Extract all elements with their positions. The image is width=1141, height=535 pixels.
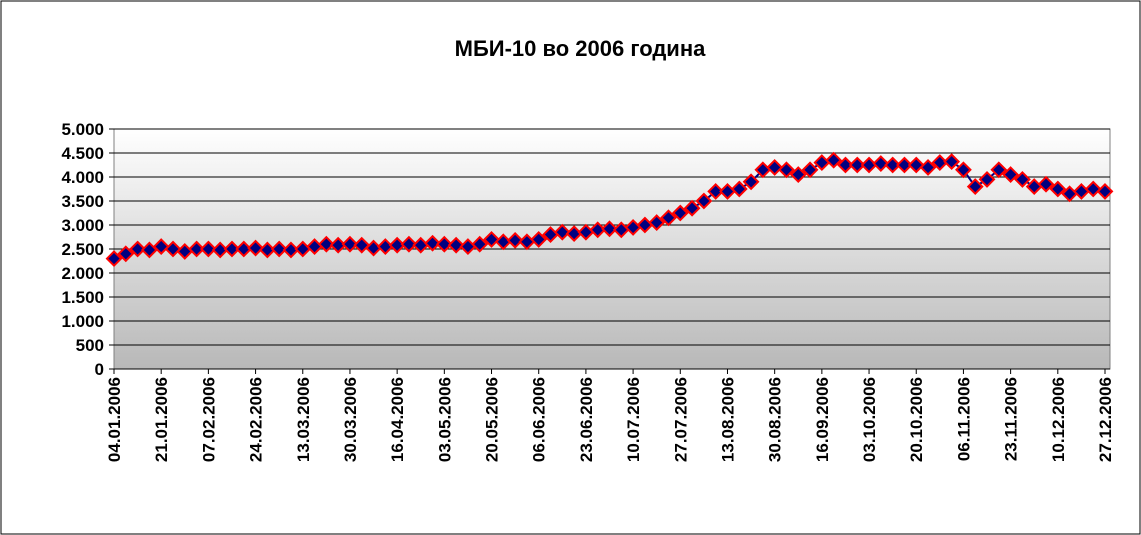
marker: [825, 151, 843, 169]
marker: [447, 236, 465, 254]
y-tick-label: 2.000: [61, 264, 104, 283]
marker: [530, 230, 548, 248]
marker: [1002, 166, 1020, 184]
marker: [1096, 182, 1114, 200]
marker: [966, 178, 984, 196]
marker: [105, 250, 123, 268]
marker: [671, 204, 689, 222]
chart-title: МБИ-10 во 2006 година: [455, 36, 706, 61]
marker: [223, 240, 241, 258]
marker: [801, 161, 819, 179]
marker: [589, 221, 607, 239]
x-tick-label: 27.07.2006: [671, 377, 690, 462]
marker: [1014, 170, 1031, 188]
marker: [848, 156, 866, 174]
marker: [943, 153, 961, 171]
marker: [1084, 180, 1102, 198]
marker: [117, 245, 135, 263]
marker: [955, 161, 972, 179]
marker: [695, 192, 713, 210]
x-tick-label: 23.06.2006: [577, 377, 596, 462]
marker: [907, 156, 925, 174]
marker: [648, 214, 666, 232]
x-tick-label: 30.03.2006: [341, 377, 360, 462]
y-tick-label: 500: [76, 336, 104, 355]
x-tick-label: 10.07.2006: [624, 377, 643, 462]
x-tick-label: 03.05.2006: [435, 377, 454, 462]
x-tick-label: 20.05.2006: [483, 377, 502, 462]
marker: [766, 158, 784, 176]
marker: [329, 236, 347, 254]
marker: [270, 240, 288, 258]
x-tick-label: 03.10.2006: [860, 377, 879, 462]
x-tick-label: 23.11.2006: [1002, 377, 1021, 461]
x-tick-label: 13.08.2006: [718, 377, 737, 462]
y-tick-label: 4.500: [61, 144, 104, 163]
marker: [400, 235, 418, 253]
marker: [247, 239, 264, 257]
x-tick-label: 30.08.2006: [766, 377, 785, 462]
y-tick-label: 5.000: [61, 120, 104, 139]
y-tick-label: 2.500: [61, 240, 104, 259]
marker: [211, 241, 229, 259]
marker: [1037, 175, 1055, 193]
marker: [601, 220, 618, 238]
y-tick-label: 3.000: [61, 216, 104, 235]
marker: [742, 173, 760, 191]
x-tick-label: 21.01.2006: [152, 377, 171, 462]
marker: [435, 235, 453, 253]
marker: [730, 180, 748, 198]
marker: [1049, 180, 1067, 198]
marker: [258, 241, 276, 259]
marker: [978, 170, 996, 188]
marker: [778, 161, 795, 179]
x-tick-label: 27.12.2006: [1096, 377, 1115, 462]
marker: [884, 156, 902, 174]
marker: [707, 182, 725, 200]
x-tick-label: 06.11.2006: [954, 377, 973, 461]
marker: [896, 156, 913, 174]
x-tick-label: 24.02.2006: [247, 377, 266, 462]
marker: [388, 236, 406, 254]
x-tick-label: 13.03.2006: [294, 377, 313, 462]
y-tick-label: 1.000: [61, 312, 104, 331]
x-tick-label: 16.04.2006: [388, 377, 407, 462]
x-tick-label: 20.10.2006: [907, 377, 926, 462]
marker: [341, 235, 359, 253]
x-tick-label: 07.02.2006: [199, 377, 218, 462]
marker: [188, 240, 205, 258]
marker: [872, 155, 890, 172]
marker: [483, 230, 500, 248]
x-tick-label: 06.06.2006: [530, 377, 549, 462]
x-tick-label: 10.12.2006: [1049, 377, 1068, 462]
y-tick-label: 1.500: [61, 288, 104, 307]
x-tick-label: 04.01.2006: [105, 377, 124, 462]
marker: [471, 235, 489, 253]
marker: [789, 166, 807, 184]
marker: [683, 199, 701, 217]
y-tick-label: 4.000: [61, 168, 104, 187]
marker: [506, 231, 524, 249]
marker: [424, 234, 441, 252]
marker: [164, 240, 182, 258]
marker: [129, 240, 147, 258]
marker: [199, 240, 217, 258]
marker: [317, 235, 335, 253]
marker: [235, 240, 253, 258]
x-tick-label: 16.09.2006: [813, 377, 832, 462]
marker: [353, 236, 371, 254]
y-tick-label: 0: [95, 360, 104, 379]
marker: [282, 241, 300, 259]
marker: [990, 161, 1008, 179]
marker: [931, 154, 949, 172]
marker: [152, 238, 170, 256]
marker: [837, 156, 854, 174]
marker: [553, 223, 571, 241]
y-tick-label: 3.500: [61, 192, 104, 211]
marker: [660, 209, 677, 227]
marker: [919, 158, 937, 176]
